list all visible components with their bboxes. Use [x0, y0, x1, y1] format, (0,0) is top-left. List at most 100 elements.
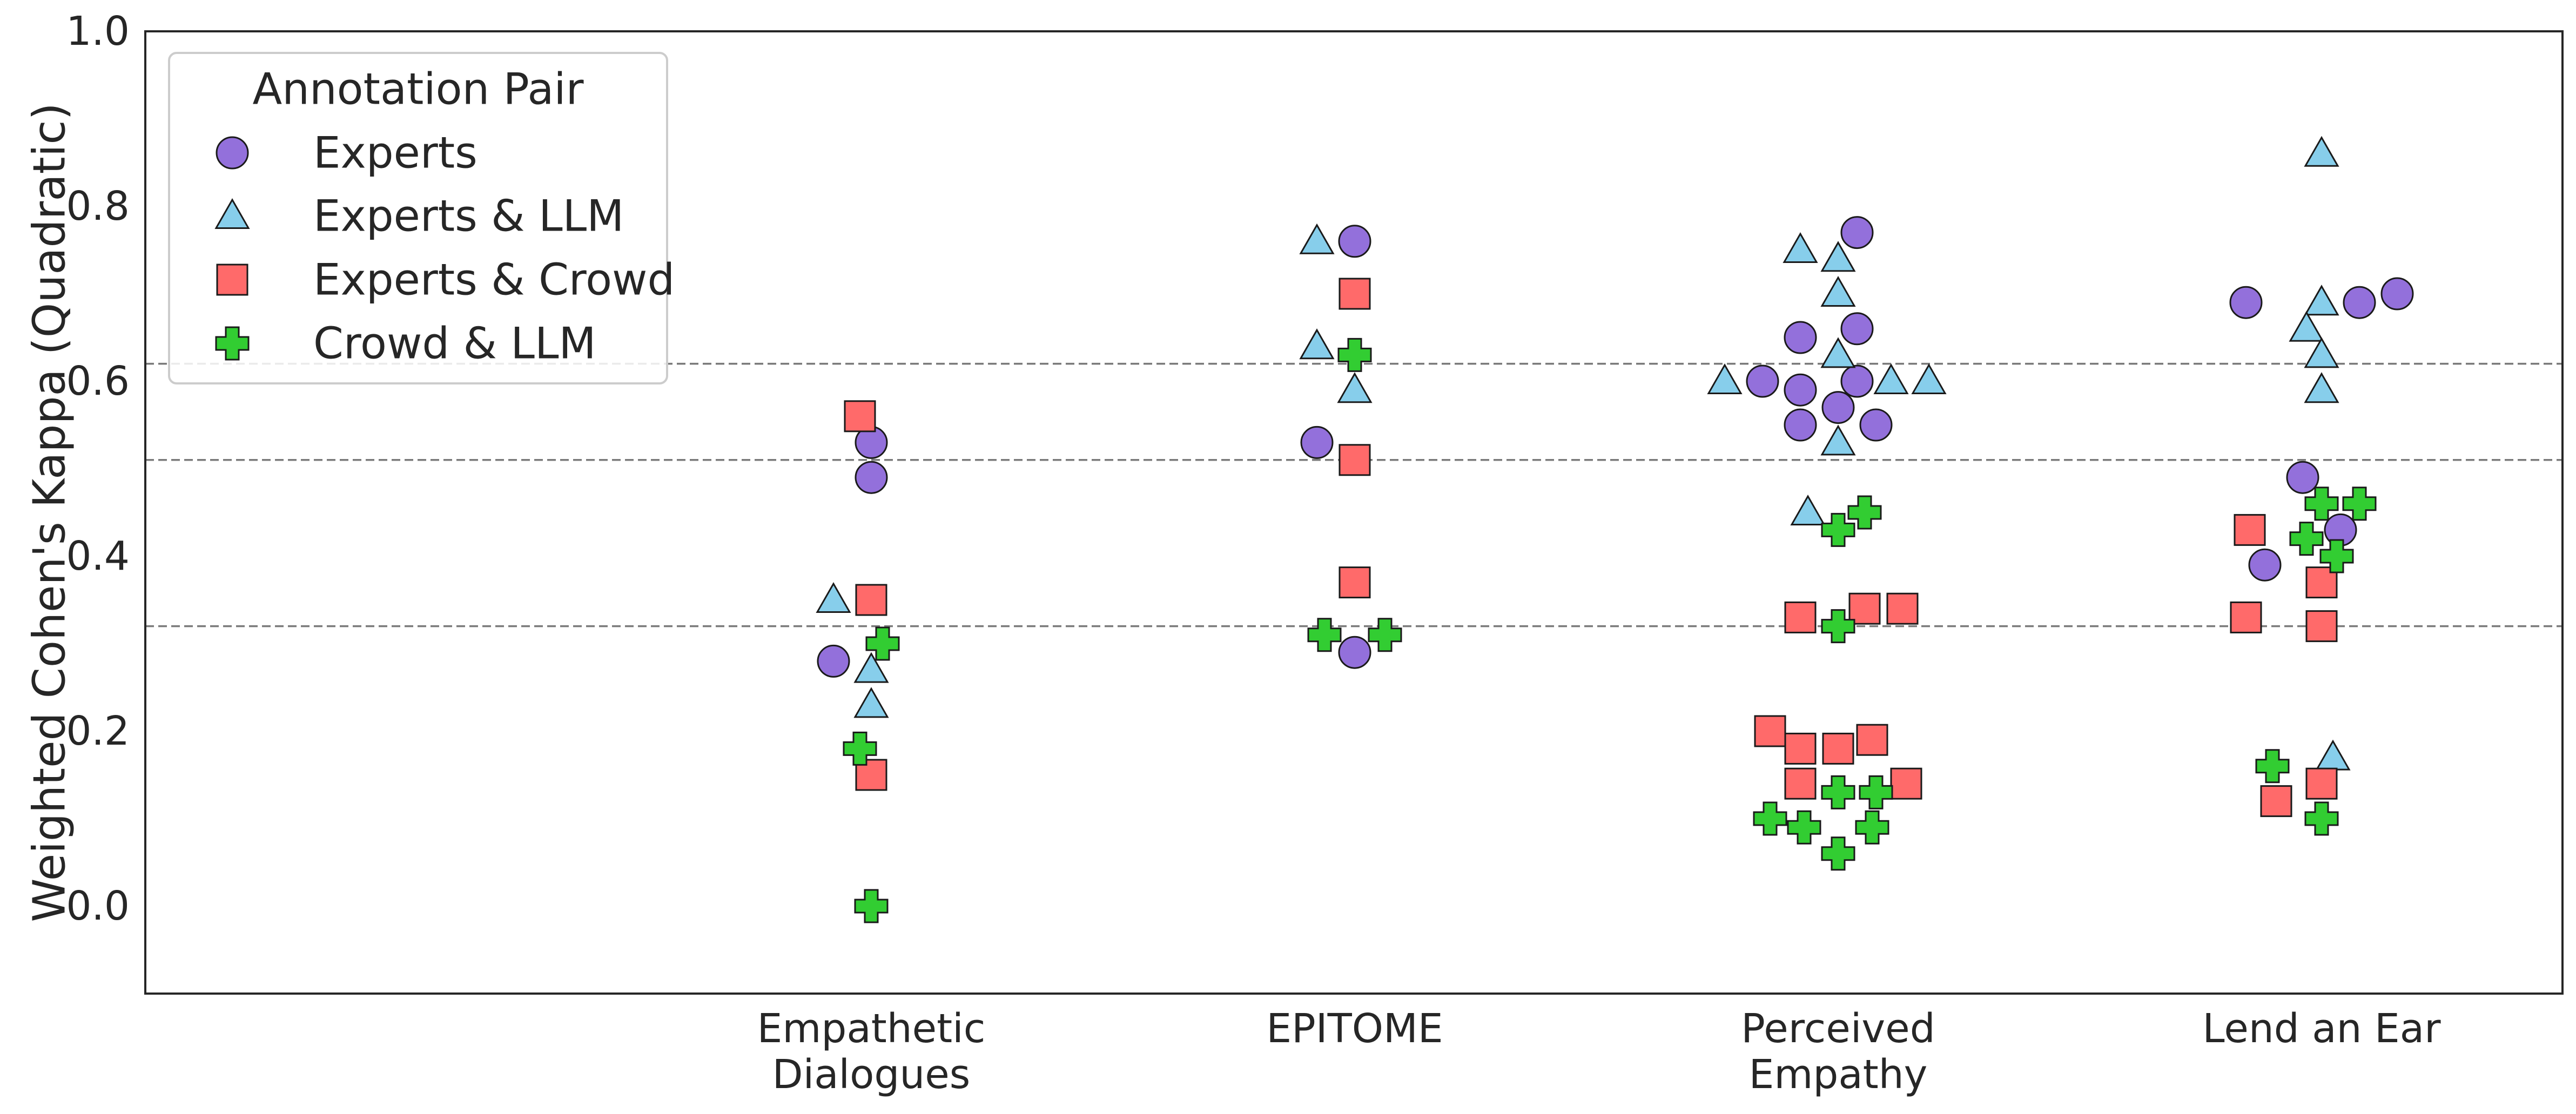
experts-llm-point — [1707, 363, 1743, 394]
experts-point — [1840, 312, 1874, 346]
experts-point — [2286, 461, 2319, 494]
experts-crowd-point — [1856, 724, 1888, 756]
crowd-llm-point — [1337, 337, 1372, 372]
experts-point — [2248, 548, 2282, 582]
y-tick-label: 0.2 — [66, 708, 130, 754]
legend-marker-triangle — [214, 198, 250, 229]
x-tick-label: Lend an Ear — [2202, 1005, 2441, 1052]
legend-title: Annotation Pair — [253, 64, 584, 114]
crowd-llm-point — [2255, 749, 2290, 784]
data-points — [816, 136, 2414, 923]
experts-point — [855, 461, 888, 494]
x-tick-label-line2: Dialogues — [772, 1051, 971, 1098]
experts-llm-point — [2304, 372, 2339, 403]
experts-llm-point — [1337, 372, 1373, 403]
x-tick-label: EPITOME — [1266, 1005, 1443, 1052]
experts-crowd-point — [2230, 601, 2262, 633]
legend-marker-square — [216, 264, 248, 296]
experts-llm-point — [853, 652, 889, 683]
y-tick-label: 0.4 — [66, 533, 130, 579]
crowd-llm-point — [1847, 495, 1882, 530]
experts-crowd-point — [1848, 592, 1881, 625]
crowd-llm-point — [2319, 539, 2354, 573]
experts-llm-point — [1783, 232, 1818, 263]
experts-llm-point — [1299, 223, 1335, 254]
crowd-llm-point — [1859, 775, 1893, 809]
experts-crowd-point — [1784, 732, 1817, 765]
legend-label: Experts — [313, 128, 477, 178]
y-axis-title: Weighted Cohen's Kappa (Quadratic) — [24, 103, 76, 922]
experts-point — [1840, 216, 1874, 249]
experts-crowd-point — [844, 400, 876, 433]
experts-point — [1338, 225, 1371, 258]
experts-llm-point — [1820, 337, 1856, 368]
experts-crowd-point — [1339, 278, 1371, 310]
crowd-llm-point — [2289, 522, 2324, 556]
experts-point — [1784, 408, 1817, 442]
experts-llm-point — [1820, 241, 1856, 272]
crowd-llm-point — [1821, 775, 1855, 809]
y-tick-label: 0.0 — [66, 883, 130, 929]
experts-crowd-point — [1339, 444, 1371, 476]
experts-point — [2343, 286, 2376, 319]
experts-point — [2380, 277, 2414, 310]
crowd-llm-point — [1307, 618, 1342, 652]
x-tick-label: Perceived — [1741, 1005, 1935, 1052]
y-tick-label: 1.0 — [66, 8, 130, 55]
experts-llm-point — [2304, 285, 2339, 316]
plot-frame — [144, 30, 2564, 995]
y-tick-label: 0.8 — [66, 183, 130, 229]
crowd-llm-point — [1821, 512, 1855, 547]
experts-point — [1821, 391, 1855, 424]
crowd-llm-point — [1821, 836, 1855, 871]
legend-label: Crowd & LLM — [313, 319, 596, 369]
crowd-llm-point — [1753, 801, 1787, 836]
crowd-llm-point — [2304, 801, 2339, 836]
crowd-llm-point — [2342, 487, 2377, 521]
experts-llm-point — [2289, 310, 2324, 342]
experts-crowd-point — [2234, 514, 2266, 546]
experts-llm-point — [2304, 337, 2339, 368]
crowd-llm-point — [1855, 810, 1889, 845]
experts-llm-point — [816, 582, 851, 613]
crowd-llm-point — [854, 889, 889, 923]
experts-crowd-point — [1784, 601, 1817, 633]
x-tick-label: Empathetic — [757, 1005, 986, 1052]
experts-llm-point — [2304, 136, 2339, 167]
y-axis-ticks: 0.0 0.2 0.4 0.6 0.8 1.0 — [66, 8, 130, 929]
experts-point — [817, 644, 850, 678]
experts-point — [1300, 426, 1334, 459]
experts-crowd-point — [1890, 767, 1922, 800]
experts-llm-point — [1299, 328, 1335, 360]
experts-point — [1784, 373, 1817, 407]
experts-crowd-point — [2305, 767, 2338, 800]
legend-marker-circle — [216, 136, 249, 170]
legend-label: Experts & LLM — [313, 191, 624, 241]
experts-crowd-point — [1822, 732, 1854, 765]
legend-items: Experts Experts & LLM Experts & Crowd Crowd… — [214, 128, 675, 369]
crowd-llm-point — [1787, 810, 1821, 845]
experts-llm-point — [853, 687, 889, 718]
x-tick-label-line2: Empathy — [1749, 1051, 1928, 1098]
experts-llm-point — [1820, 275, 1856, 307]
crowd-llm-point — [2304, 487, 2339, 521]
experts-llm-point — [1790, 494, 1826, 525]
crowd-llm-point — [865, 626, 900, 661]
legend-frame — [168, 52, 668, 384]
experts-llm-point — [1873, 363, 1909, 394]
legend-marker-plus — [215, 326, 250, 361]
crowd-llm-point — [1368, 618, 1402, 652]
experts-crowd-point — [1784, 767, 1817, 800]
experts-crowd-point — [1339, 566, 1371, 599]
experts-point — [1840, 364, 1874, 398]
experts-point — [2229, 286, 2263, 319]
experts-crowd-point — [1754, 715, 1786, 747]
crowd-llm-point — [843, 731, 877, 766]
experts-point — [1746, 364, 1779, 398]
experts-crowd-point — [855, 584, 887, 616]
experts-llm-point — [1820, 424, 1856, 456]
experts-point — [1338, 636, 1371, 669]
